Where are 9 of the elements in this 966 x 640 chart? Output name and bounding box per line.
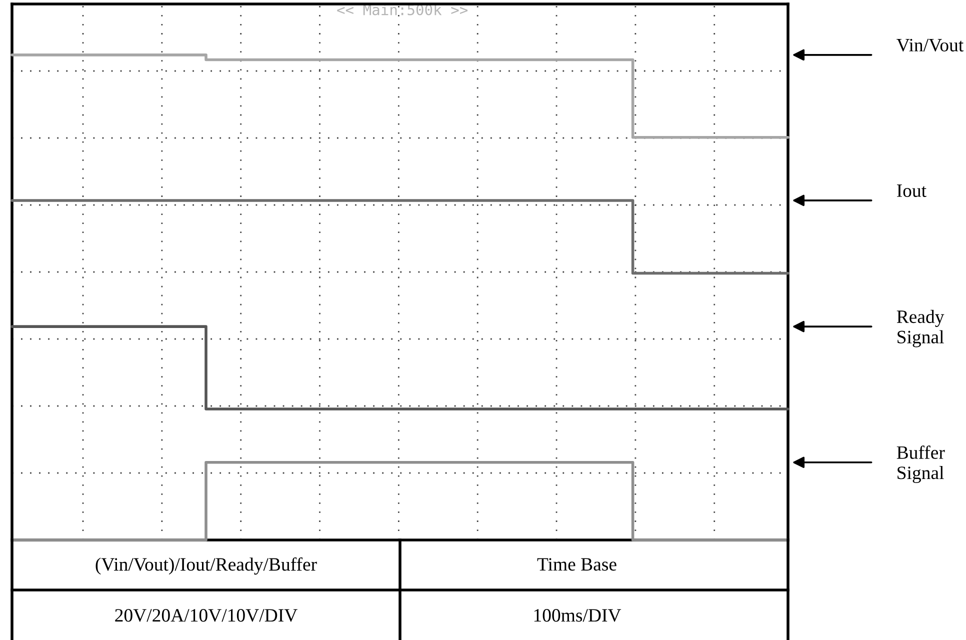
text: (Vin/Vout)/Iout/Ready/Buffer <box>96 557 317 575</box>
text: Vin/Vout <box>896 38 964 52</box>
text: Time Base <box>537 558 616 571</box>
text: Ready Signal <box>896 310 944 348</box>
text: 100ms/DIV <box>534 609 622 622</box>
text: Iout <box>897 184 926 197</box>
text: 20V/20A/10V/10V/DIV <box>115 609 298 622</box>
text: << Main:500k >> <box>337 4 468 16</box>
text: Buffer Signal <box>896 446 945 484</box>
